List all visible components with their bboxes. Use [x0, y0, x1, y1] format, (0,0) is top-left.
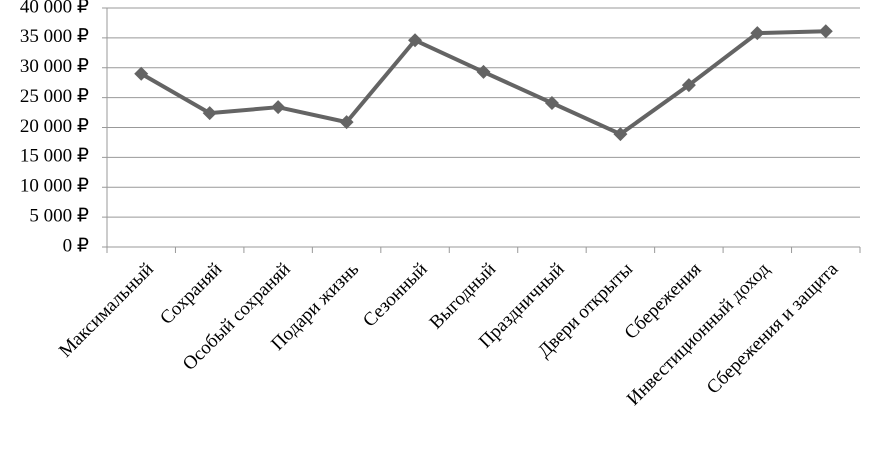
y-tick-label: 30 000 ₽	[20, 56, 89, 77]
y-tick-label: 35 000 ₽	[20, 26, 89, 47]
marker	[271, 100, 286, 115]
x-tick-label: Сезонный	[359, 259, 432, 332]
x-tick-label: Выгодный	[426, 259, 501, 334]
marker	[613, 127, 628, 142]
marker	[202, 106, 217, 121]
marker	[544, 96, 559, 111]
marker	[818, 24, 833, 39]
y-tick-label: 5 000 ₽	[29, 205, 89, 226]
x-tick-label: Сбережения и защита	[703, 258, 843, 398]
y-tick-label: 15 000 ₽	[20, 146, 89, 167]
y-tick-label: 25 000 ₽	[20, 86, 89, 107]
y-tick-label: 40 000 ₽	[20, 0, 89, 17]
x-tick-label: Сохраняй	[156, 259, 226, 329]
marker	[750, 26, 765, 41]
marker	[408, 33, 423, 48]
marker	[134, 66, 149, 81]
marker	[339, 115, 354, 130]
y-tick-label: 10 000 ₽	[20, 176, 89, 197]
marker	[476, 64, 491, 79]
line	[140, 29, 826, 137]
y-tick-label: 0 ₽	[63, 235, 89, 256]
marker	[681, 78, 696, 93]
y-tick-label: 20 000 ₽	[20, 116, 89, 137]
x-tick-label: Максимальный	[55, 259, 158, 362]
